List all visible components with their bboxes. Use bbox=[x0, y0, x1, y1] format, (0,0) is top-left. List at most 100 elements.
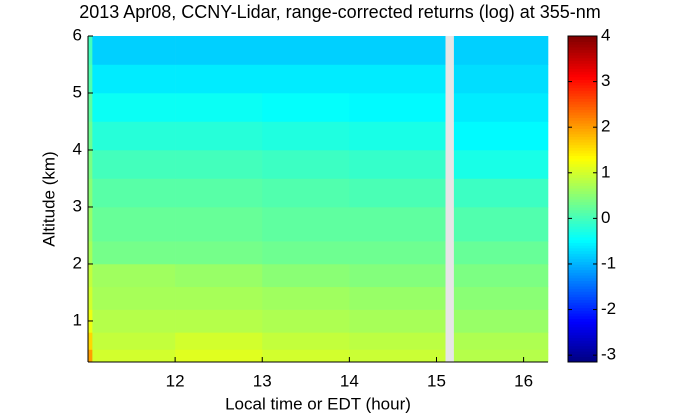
heat-cell bbox=[349, 286, 446, 310]
y-tick-label: 4 bbox=[73, 139, 82, 158]
heat-cell bbox=[175, 36, 263, 65]
colorbar-slice bbox=[568, 326, 597, 330]
colorbar-slice bbox=[568, 321, 597, 325]
colorbar-slice bbox=[568, 272, 597, 276]
colorbar-slice bbox=[568, 299, 597, 303]
colorbar-slice bbox=[568, 196, 597, 200]
colorbar-slice bbox=[568, 201, 597, 205]
heat-cell bbox=[453, 36, 549, 65]
heat-cell bbox=[349, 36, 446, 65]
colorbar-slice bbox=[568, 345, 597, 349]
colorbar-slice bbox=[568, 169, 597, 173]
heat-cell bbox=[349, 64, 446, 94]
colorbar-slice bbox=[568, 247, 597, 252]
heat-cell bbox=[453, 64, 549, 94]
colorbar-slice bbox=[568, 209, 597, 214]
heat-cell bbox=[88, 36, 93, 65]
colorbar-slice bbox=[568, 65, 597, 70]
heat-cell bbox=[262, 332, 350, 350]
heat-cell bbox=[262, 178, 350, 208]
colorbar-slice bbox=[568, 87, 597, 91]
colorbar-slice bbox=[568, 261, 597, 265]
colorbar-slice bbox=[568, 207, 597, 211]
chart-title: 2013 Apr08, CCNY-Lidar, range-corrected … bbox=[79, 2, 601, 22]
colorbar-tick-label: -2 bbox=[601, 299, 616, 318]
colorbar-slice bbox=[568, 334, 597, 339]
colorbar-slice bbox=[568, 114, 597, 118]
heat-cell bbox=[92, 332, 176, 350]
colorbar-slice bbox=[568, 258, 597, 262]
heat-cell bbox=[262, 263, 350, 288]
colorbar-slice bbox=[568, 185, 597, 189]
colorbar-slice bbox=[568, 231, 597, 235]
colorbar-slice bbox=[568, 237, 597, 241]
colorbar-slice bbox=[568, 52, 597, 56]
heat-cell bbox=[88, 332, 93, 350]
colorbar-slice bbox=[568, 332, 597, 336]
colorbar-slice bbox=[568, 147, 597, 151]
colorbar-slice bbox=[568, 351, 597, 355]
heat-cell bbox=[88, 178, 93, 208]
colorbar-slice bbox=[568, 226, 597, 230]
heat-cell bbox=[453, 178, 549, 208]
colorbar-slice bbox=[568, 128, 597, 132]
colorbar-tick-label: -3 bbox=[601, 345, 616, 364]
heat-cell bbox=[453, 149, 549, 179]
colorbar-slice bbox=[568, 296, 597, 301]
heat-cell bbox=[453, 309, 549, 333]
colorbar-slice bbox=[568, 117, 597, 121]
heat-cell bbox=[88, 149, 93, 179]
heat-cell bbox=[349, 206, 446, 242]
heat-cell bbox=[453, 349, 549, 363]
heat-cell bbox=[262, 64, 350, 94]
colorbar-slice bbox=[568, 283, 597, 287]
colorbar-tick-label: 0 bbox=[601, 208, 610, 227]
x-axis-label: Local time or EDT (hour) bbox=[225, 394, 411, 413]
colorbar-slice bbox=[568, 337, 597, 341]
colorbar-slice bbox=[568, 150, 597, 154]
x-tick-label: 14 bbox=[340, 371, 359, 390]
colorbar-slice bbox=[568, 155, 597, 159]
heat-cell bbox=[349, 263, 446, 288]
colorbar-slice bbox=[568, 250, 597, 254]
heat-cell bbox=[88, 263, 93, 288]
colorbar-slice bbox=[568, 166, 597, 170]
colorbar-slice bbox=[568, 239, 597, 243]
colorbar-slice bbox=[568, 323, 597, 328]
colorbar-slice bbox=[568, 41, 597, 45]
colorbar-slice bbox=[568, 38, 597, 42]
colorbar-slice bbox=[568, 304, 597, 309]
colorbar-slice bbox=[568, 245, 597, 249]
heat-cell bbox=[349, 121, 446, 151]
colorbar-slice bbox=[568, 112, 597, 116]
heat-cell bbox=[175, 309, 263, 333]
colorbar-slice bbox=[568, 74, 597, 78]
heat-cell bbox=[453, 332, 549, 350]
colorbar-slice bbox=[568, 215, 597, 219]
colorbar-slice bbox=[568, 228, 597, 233]
colorbar-slice bbox=[568, 342, 597, 347]
colorbar-slice bbox=[568, 141, 597, 146]
x-tick-label: 15 bbox=[427, 371, 446, 390]
y-tick-label: 3 bbox=[73, 196, 82, 215]
colorbar-slice bbox=[568, 139, 597, 143]
colorbar-slice bbox=[568, 55, 597, 59]
colorbar-slice bbox=[568, 133, 597, 138]
y-axis-label: Altitude (km) bbox=[39, 151, 58, 246]
colorbar-slice bbox=[568, 340, 597, 344]
heat-cell bbox=[88, 241, 93, 265]
colorbar-slice bbox=[568, 256, 597, 260]
colorbar-slice bbox=[568, 199, 597, 203]
heat-cell bbox=[175, 263, 263, 288]
heat-cell bbox=[262, 149, 350, 179]
colorbar-slice bbox=[568, 144, 597, 148]
colorbar-slice bbox=[568, 63, 597, 67]
heat-cell bbox=[262, 36, 350, 65]
heat-cell bbox=[349, 349, 446, 363]
colorbar-slice bbox=[568, 122, 597, 127]
colorbar-slice bbox=[568, 318, 597, 322]
colorbar-slice bbox=[568, 171, 597, 176]
heat-cell bbox=[92, 263, 176, 288]
heat-cell bbox=[453, 121, 549, 151]
